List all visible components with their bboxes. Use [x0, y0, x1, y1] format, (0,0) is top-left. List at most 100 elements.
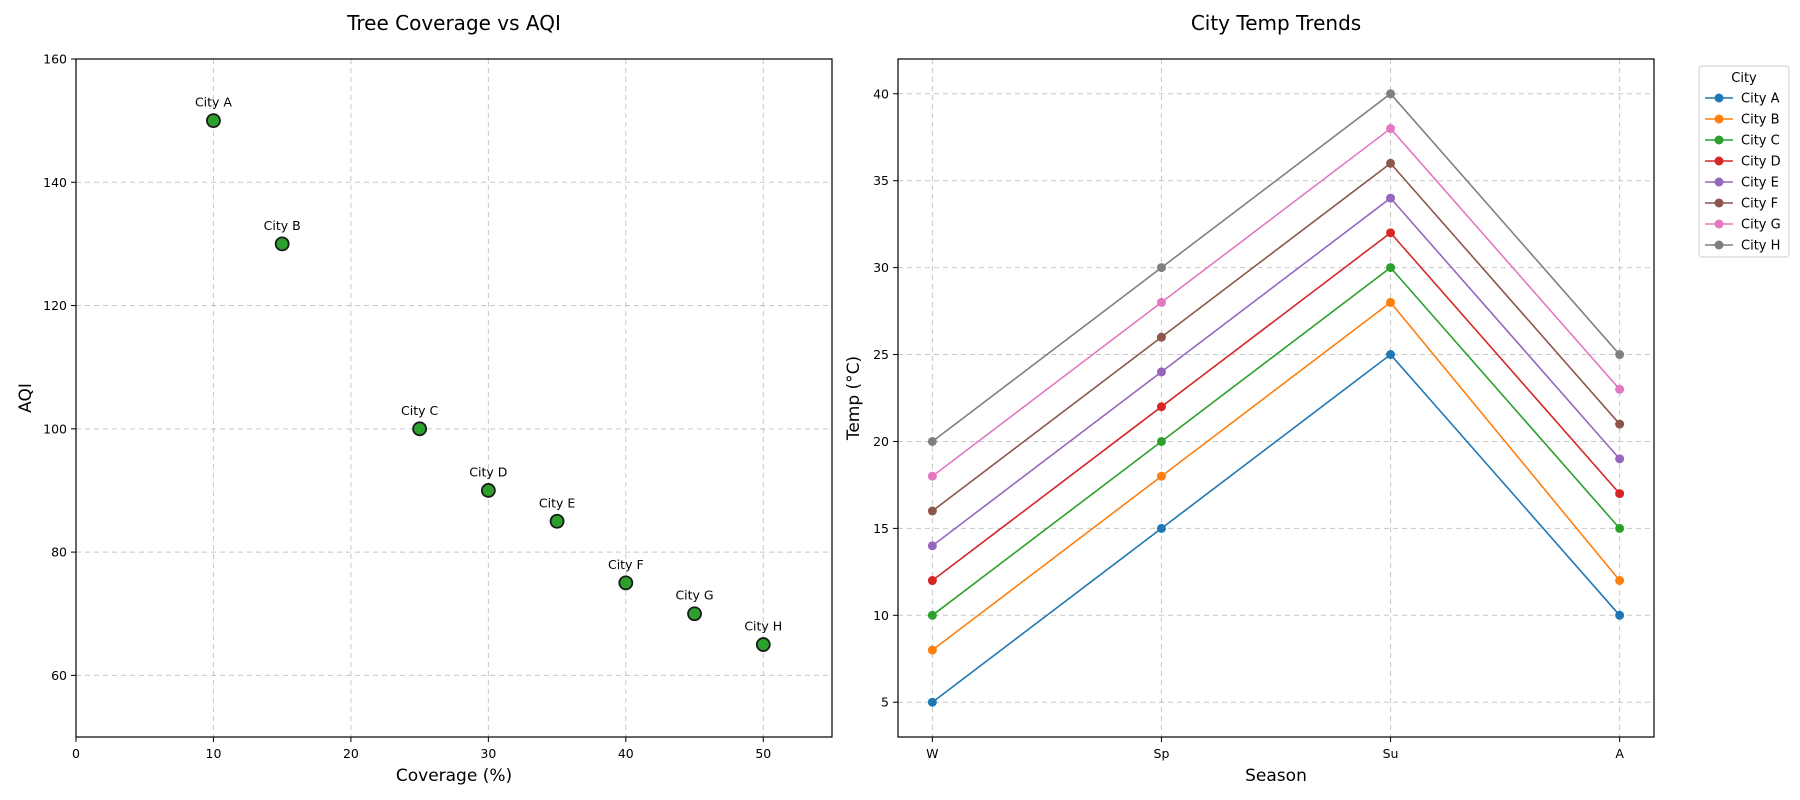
- legend-label: City D: [1741, 155, 1781, 170]
- series-point: [927, 436, 937, 446]
- series-point: [1615, 419, 1625, 429]
- scatter-x-tick-label: 40: [618, 746, 634, 761]
- series-point: [1615, 610, 1625, 620]
- scatter-y-tick-label: 100: [43, 421, 67, 436]
- legend-swatch-marker: [1714, 114, 1724, 124]
- scatter-y-tick-label: 80: [51, 545, 67, 560]
- scatter-point-label: City G: [675, 588, 713, 603]
- series-point: [927, 576, 937, 586]
- scatter-point: [206, 113, 221, 129]
- legend-item: City D: [1705, 155, 1781, 170]
- line-series-group: [927, 193, 1625, 551]
- series-point: [1386, 350, 1396, 360]
- scatter-plot-frame: [75, 58, 833, 738]
- line-x-tick-label: A: [1615, 746, 1624, 761]
- legend-title: City: [1731, 71, 1757, 86]
- scatter-y-tick-label: 160: [43, 52, 67, 67]
- legend-label: City G: [1741, 218, 1781, 233]
- legend-items: City A City B City C City D City E City F City…: [1705, 92, 1781, 254]
- scatter-point-label: City E: [539, 495, 575, 510]
- line-chart: City Temp Trends W Sp Su A 5 10 15 20 25 30 35 40 S…: [844, 11, 1655, 786]
- legend-item: City C: [1705, 134, 1780, 149]
- legend-item: City E: [1705, 176, 1779, 191]
- legend-swatch-marker: [1714, 219, 1724, 229]
- line-ticks: W Sp Su A 5 10 15 20 25 30 35 40: [873, 86, 1624, 761]
- series-line: [931, 353, 1621, 703]
- scatter-point-label: City B: [264, 218, 301, 233]
- line-y-tick-label: 35: [873, 173, 889, 188]
- scatter-chart: Tree Coverage vs AQI 0 10 20 30 40 50 60 80 100 1…: [16, 11, 833, 786]
- scatter-ticks: 0 10 20 30 40 50 60 80 100 120 140 160: [43, 52, 771, 762]
- series-point: [927, 541, 937, 551]
- legend-label: City B: [1741, 113, 1780, 128]
- line-series-group: [927, 89, 1625, 446]
- line-y-tick-label: 5: [881, 695, 889, 710]
- line-plot-frame: [897, 58, 1655, 738]
- series-point: [1386, 124, 1396, 134]
- series-point: [1386, 89, 1396, 99]
- series-line: [931, 92, 1621, 443]
- series-point: [1615, 523, 1625, 533]
- line-x-tick-label: Sp: [1154, 746, 1170, 761]
- scatter-y-tick-label: 60: [51, 668, 67, 683]
- scatter-point: [274, 236, 290, 252]
- series-point: [1386, 158, 1396, 168]
- series-point: [927, 697, 937, 707]
- series-point: [1386, 228, 1396, 238]
- legend-label: City A: [1741, 92, 1780, 107]
- scatter-x-tick-label: 20: [343, 746, 359, 761]
- series-point: [927, 610, 937, 620]
- series-point: [1156, 402, 1166, 412]
- scatter-point: [618, 575, 634, 591]
- scatter-point: [755, 637, 771, 652]
- line-x-tick-label: Su: [1383, 746, 1399, 761]
- scatter-point-label: City F: [608, 557, 644, 572]
- scatter-y-tick-label: 120: [43, 298, 67, 313]
- scatter-point-label: City D: [469, 464, 507, 479]
- legend-swatch-marker: [1714, 93, 1724, 103]
- series-point: [1156, 332, 1166, 342]
- scatter-x-axis-label: Coverage (%): [396, 766, 512, 786]
- series-point: [1156, 263, 1166, 273]
- line-y-axis-label: Temp (°C): [844, 356, 864, 441]
- series-line: [931, 301, 1621, 651]
- series-point: [927, 471, 937, 481]
- scatter-y-tick-label: 140: [43, 175, 67, 190]
- legend-label: City C: [1741, 134, 1780, 149]
- line-y-tick-label: 40: [873, 86, 889, 101]
- line-y-tick-label: 20: [873, 434, 889, 449]
- legend-label: City H: [1741, 239, 1780, 254]
- series-point: [1615, 576, 1625, 586]
- line-series: [927, 89, 1625, 707]
- series-line: [931, 162, 1621, 512]
- scatter-grid: [75, 58, 832, 737]
- scatter-x-tick-label: 0: [72, 746, 80, 761]
- legend-swatch-marker: [1714, 135, 1724, 145]
- scatter-point: [687, 606, 702, 622]
- series-point: [927, 645, 937, 655]
- legend-swatch-marker: [1714, 198, 1724, 208]
- series-point: [1156, 436, 1166, 446]
- series-point: [1615, 350, 1625, 360]
- series-point: [1156, 367, 1166, 377]
- line-x-tick-label: W: [926, 746, 938, 761]
- line-series-group: [927, 124, 1625, 481]
- legend-item: City H: [1705, 239, 1780, 254]
- series-point: [1156, 471, 1166, 481]
- scatter-point: [480, 483, 496, 498]
- scatter-point: [549, 513, 565, 529]
- scatter-title: Tree Coverage vs AQI: [346, 11, 561, 35]
- series-line: [931, 266, 1621, 616]
- legend-swatch-marker: [1714, 177, 1724, 187]
- scatter-y-axis-label: AQI: [16, 383, 36, 413]
- legend-swatch-marker: [1714, 156, 1724, 166]
- scatter-points: City A City B City C City D City E City F City…: [195, 95, 782, 652]
- legend-label: City F: [1741, 197, 1778, 212]
- series-line: [931, 196, 1621, 547]
- line-series-group: [927, 350, 1625, 707]
- line-y-tick-label: 30: [873, 260, 889, 275]
- scatter-point-label: City A: [195, 95, 232, 110]
- series-point: [1156, 297, 1166, 307]
- series-point: [1615, 454, 1625, 464]
